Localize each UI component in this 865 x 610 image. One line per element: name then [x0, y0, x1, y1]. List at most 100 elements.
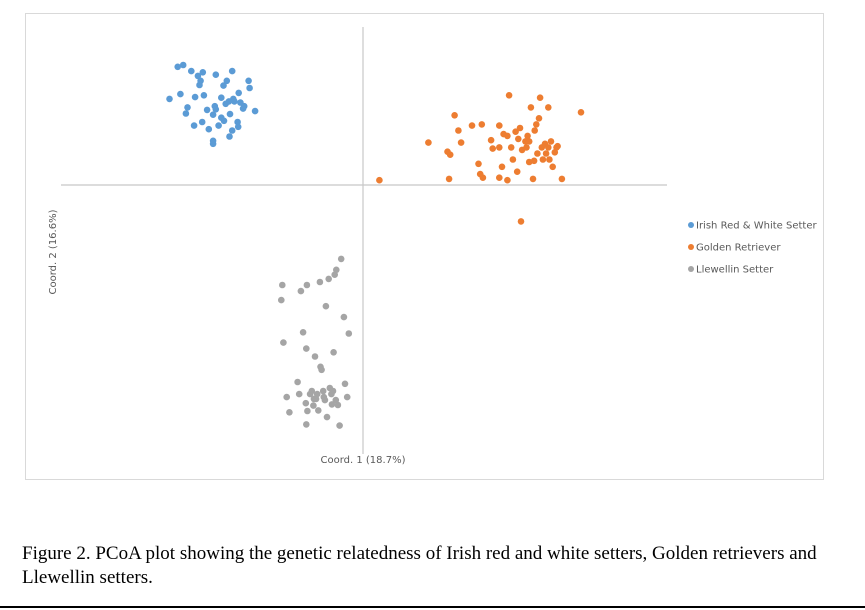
data-point-irish-red-white-setter [191, 93, 199, 101]
data-point-llewellin-setter [330, 349, 337, 356]
data-point-irish-red-white-setter [209, 137, 217, 145]
data-point-golden-retriever [547, 138, 555, 145]
data-point-golden-retriever [498, 163, 506, 171]
data-point-llewellin-setter [323, 413, 331, 421]
data-point-llewellin-setter [334, 401, 342, 409]
data-point-golden-retriever [509, 156, 517, 163]
series-golden-retriever [376, 92, 585, 225]
legend: Irish Red & White Setter Golden Retrieve… [688, 221, 817, 276]
data-point-llewellin-setter [303, 421, 310, 428]
data-point-golden-retriever [542, 150, 550, 157]
data-point-irish-red-white-setter [200, 92, 208, 99]
data-point-golden-retriever [512, 128, 519, 135]
data-point-golden-retriever [479, 174, 487, 181]
data-point-irish-red-white-setter [251, 107, 259, 115]
data-point-llewellin-setter [278, 296, 285, 304]
data-point-irish-red-white-setter [184, 104, 191, 111]
data-point-llewellin-setter [318, 366, 325, 374]
data-point-llewellin-setter [302, 399, 310, 407]
data-point-llewellin-setter [340, 313, 348, 321]
data-point-llewellin-setter [279, 281, 286, 289]
chart-frame: Coord. 1 (18.7%) Coord. 2 (16.6%) Irish … [25, 13, 824, 480]
data-point-golden-retriever [523, 144, 530, 151]
legend-label-llewellin-setter: Llewellin Setter [696, 265, 774, 276]
data-point-irish-red-white-setter [246, 84, 253, 92]
data-point-irish-red-white-setter [220, 117, 228, 125]
data-point-llewellin-setter [337, 255, 345, 263]
data-point-irish-red-white-setter [190, 122, 198, 129]
data-point-llewellin-setter [319, 387, 327, 395]
legend-marker-golden-retriever [688, 244, 694, 250]
data-point-llewellin-setter [313, 390, 321, 398]
data-point-llewellin-setter [299, 329, 307, 336]
points-layer [166, 61, 585, 429]
data-point-golden-retriever [545, 144, 552, 151]
data-point-irish-red-white-setter [223, 77, 231, 85]
data-point-golden-retriever [530, 157, 538, 165]
data-point-golden-retriever [577, 109, 585, 116]
data-point-irish-red-white-setter [228, 67, 236, 75]
data-point-golden-retriever [507, 144, 515, 151]
data-point-golden-retriever [539, 156, 547, 163]
data-point-golden-retriever [446, 151, 454, 158]
data-point-llewellin-setter [295, 390, 303, 398]
data-point-irish-red-white-setter [199, 69, 207, 76]
data-point-llewellin-setter [303, 345, 310, 352]
data-point-golden-retriever [516, 124, 524, 132]
data-point-irish-red-white-setter [205, 125, 213, 133]
data-point-llewellin-setter [303, 281, 311, 289]
data-point-llewellin-setter [322, 302, 330, 310]
data-point-golden-retriever [554, 142, 561, 150]
data-point-llewellin-setter [311, 353, 319, 360]
data-point-golden-retriever [489, 145, 497, 152]
y-axis-label: Coord. 2 (16.6%) [48, 209, 59, 294]
data-point-golden-retriever [546, 156, 553, 163]
data-point-golden-retriever [451, 112, 458, 119]
data-point-golden-retriever [527, 104, 535, 111]
data-point-irish-red-white-setter [182, 110, 190, 117]
data-point-golden-retriever [455, 127, 462, 134]
pcoa-scatter-plot: Coord. 1 (18.7%) Coord. 2 (16.6%) Irish … [48, 27, 817, 466]
data-point-golden-retriever [475, 160, 482, 168]
data-point-golden-retriever [524, 132, 531, 140]
data-point-llewellin-setter [343, 393, 351, 401]
data-point-llewellin-setter [325, 275, 333, 283]
x-axis-label: Coord. 1 (18.7%) [321, 455, 406, 466]
data-point-irish-red-white-setter [179, 61, 187, 69]
data-point-irish-red-white-setter [212, 71, 220, 78]
data-point-irish-red-white-setter [228, 127, 236, 134]
data-point-irish-red-white-setter [188, 67, 195, 75]
data-point-llewellin-setter [316, 278, 324, 286]
data-point-irish-red-white-setter [212, 106, 220, 113]
data-point-golden-retriever [558, 175, 566, 183]
data-point-golden-retriever [513, 168, 521, 175]
data-point-irish-red-white-setter [226, 133, 233, 140]
data-point-golden-retriever [535, 115, 543, 122]
data-point-llewellin-setter [308, 387, 316, 395]
data-point-golden-retriever [496, 144, 503, 151]
data-point-irish-red-white-setter [215, 122, 222, 129]
data-point-irish-red-white-setter [234, 118, 241, 126]
legend-label-irish-red-white-setter: Irish Red & White Setter [696, 221, 817, 232]
data-point-llewellin-setter [294, 378, 301, 386]
legend-marker-llewellin-setter [688, 266, 694, 272]
data-point-golden-retriever [515, 135, 522, 143]
data-point-llewellin-setter [329, 387, 337, 395]
data-point-irish-red-white-setter [198, 118, 206, 126]
data-point-irish-red-white-setter [177, 90, 184, 98]
data-point-golden-retriever [478, 121, 486, 128]
data-point-golden-retriever [425, 139, 432, 146]
data-point-irish-red-white-setter [203, 106, 211, 114]
data-point-irish-red-white-setter [209, 111, 217, 118]
data-point-golden-retriever [504, 176, 511, 184]
data-point-irish-red-white-setter [194, 72, 202, 80]
data-point-llewellin-setter [304, 407, 311, 415]
data-point-irish-red-white-setter [235, 89, 242, 97]
legend-label-golden-retriever: Golden Retriever [696, 243, 781, 254]
data-point-golden-retriever [505, 92, 513, 99]
bottom-rule [0, 606, 865, 608]
data-point-llewellin-setter [328, 401, 336, 408]
data-point-golden-retriever [534, 150, 541, 157]
data-point-irish-red-white-setter [226, 110, 234, 118]
data-point-llewellin-setter [283, 393, 291, 401]
